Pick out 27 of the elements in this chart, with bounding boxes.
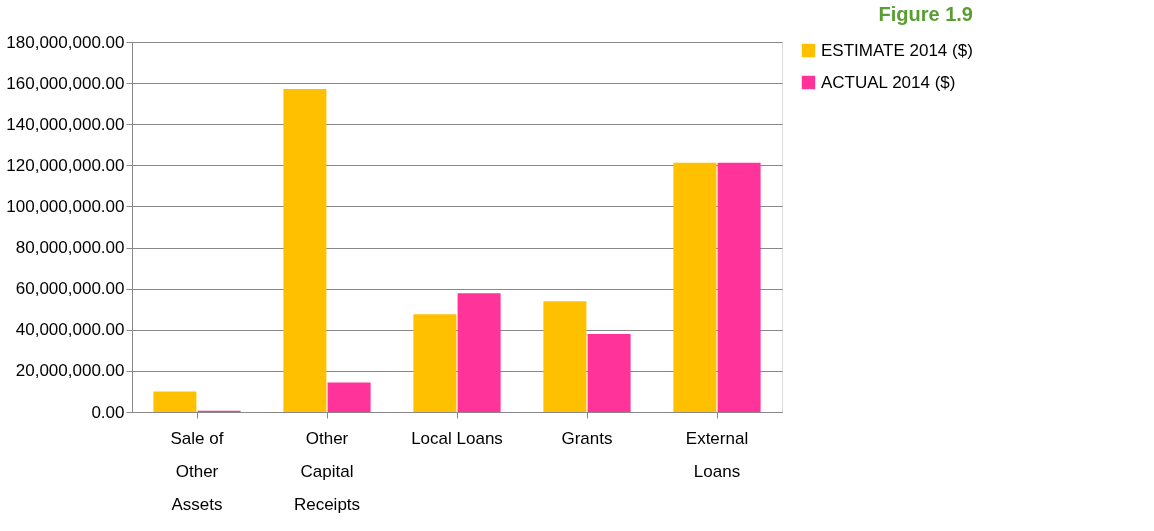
- bar: [327, 382, 371, 412]
- y-tick-label: 140,000,000.00: [6, 114, 125, 134]
- x-tick-label: Sale of Other Assets: [170, 428, 224, 514]
- x-tick-label: External Loans: [685, 428, 749, 481]
- text: Figure 1.9: [878, 3, 973, 25]
- bar: [717, 162, 761, 412]
- y-tick-label: 100,000,000.00: [6, 196, 125, 216]
- legend-label: ACTUAL 2014 ($): [821, 72, 956, 92]
- legend-label: ESTIMATE 2014 ($): [821, 40, 973, 60]
- y-tick-label: 40,000,000.00: [15, 320, 125, 340]
- x-tick-label: Other Capital Receipts: [293, 428, 361, 514]
- bar: [283, 89, 327, 412]
- bar: [457, 293, 501, 412]
- bar: [543, 301, 587, 412]
- bar: [153, 391, 197, 412]
- bar: [673, 162, 717, 412]
- bar: [587, 333, 631, 412]
- y-tick-label: 120,000,000.00: [6, 155, 125, 175]
- y-tick-label: 80,000,000.00: [15, 238, 125, 258]
- bar: [413, 314, 457, 412]
- y-tick-label: 60,000,000.00: [15, 279, 125, 299]
- y-tick-label: 0.00: [91, 402, 125, 422]
- x-tick-label: Local Loans: [411, 428, 503, 448]
- x-tick-label: Grants: [561, 428, 613, 448]
- y-tick-label: 180,000,000.00: [6, 32, 125, 52]
- y-tick-label: 160,000,000.00: [6, 73, 125, 93]
- y-tick-label: 20,000,000.00: [15, 361, 125, 381]
